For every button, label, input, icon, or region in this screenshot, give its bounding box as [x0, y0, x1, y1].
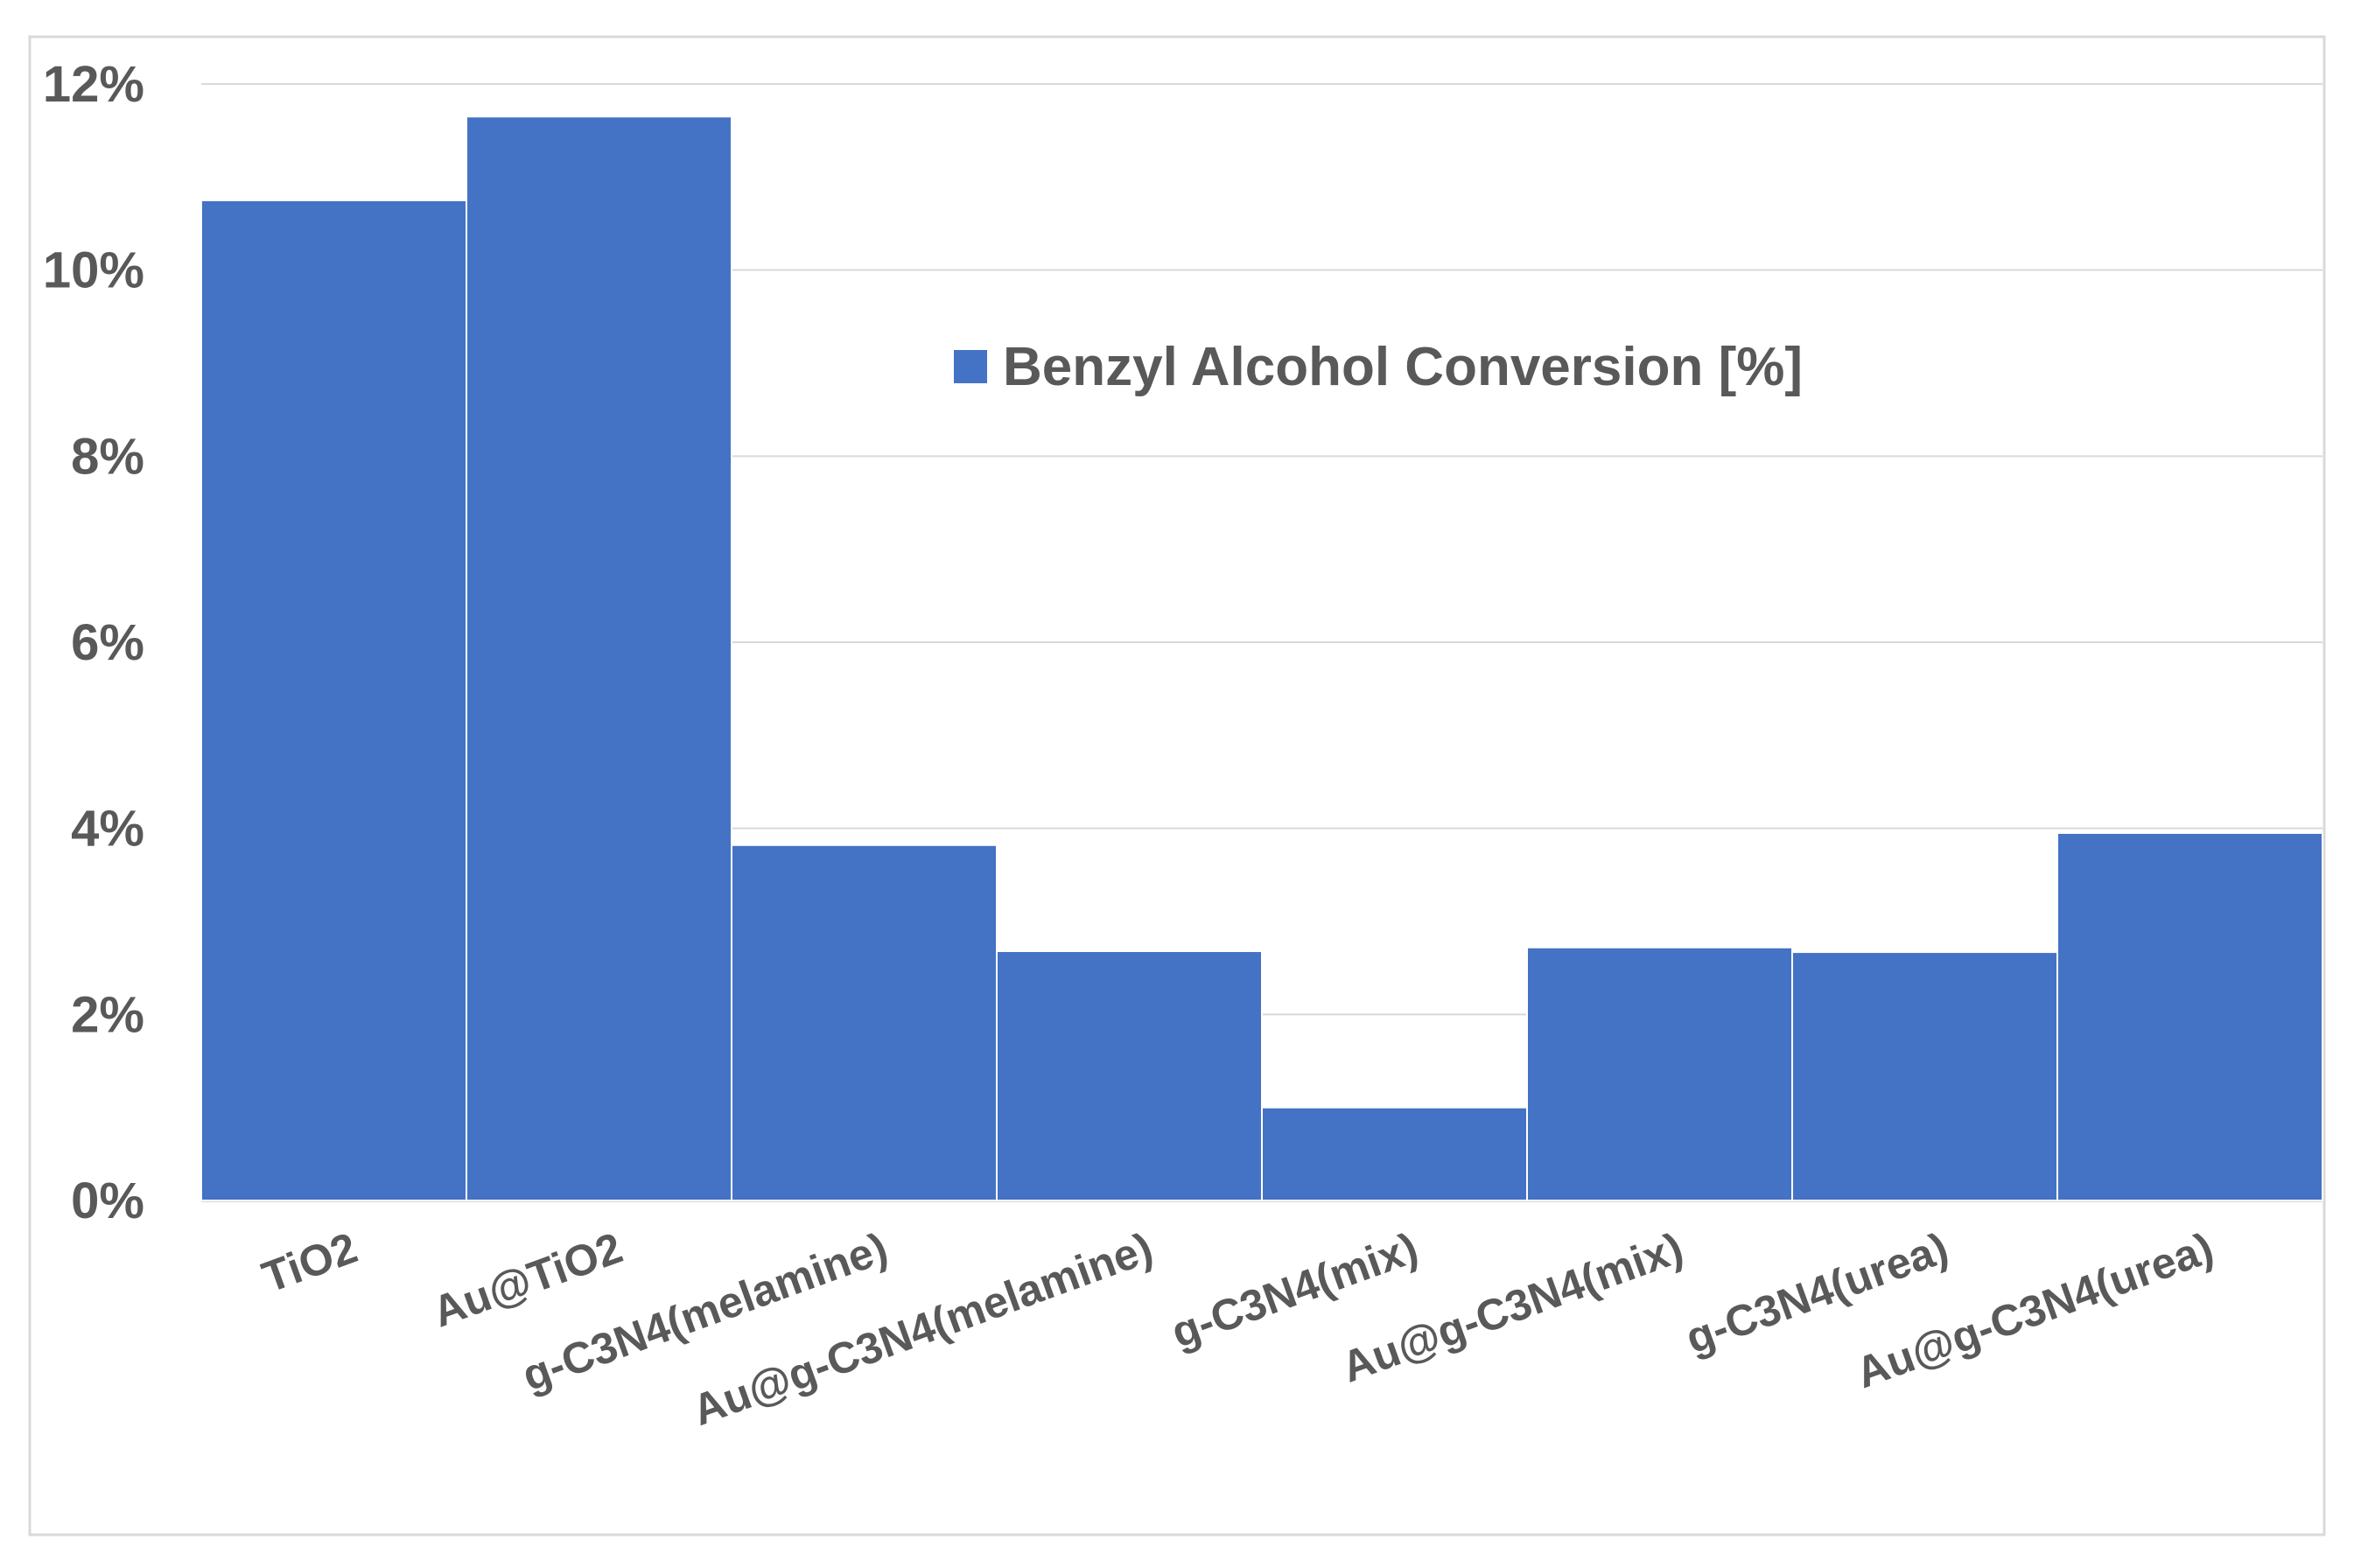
- legend-swatch: [954, 350, 987, 383]
- bars: [200, 116, 2323, 1202]
- y-tick-label: 2%: [71, 986, 144, 1043]
- y-tick-label: 8%: [71, 428, 144, 485]
- bar: [1791, 951, 2058, 1201]
- bar: [2056, 831, 2323, 1201]
- bar: [200, 199, 467, 1202]
- bar: [1526, 946, 1793, 1201]
- y-axis-tick-labels: 0% 2% 4% 6% 8% 10% 12%: [43, 56, 144, 1229]
- y-tick-label: 0%: [71, 1172, 144, 1229]
- bar: [1261, 1106, 1528, 1201]
- y-tick-label: 10%: [43, 242, 144, 299]
- y-tick-label: 4%: [71, 801, 144, 858]
- legend-label: Benzyl Alcohol Conversion [%]: [1003, 337, 1803, 397]
- bar: [731, 844, 998, 1201]
- bar: [996, 950, 1263, 1201]
- legend: Benzyl Alcohol Conversion [%]: [954, 337, 1803, 397]
- y-tick-label: 6%: [71, 614, 144, 671]
- bar: [466, 116, 732, 1201]
- y-tick-label: 12%: [43, 56, 144, 113]
